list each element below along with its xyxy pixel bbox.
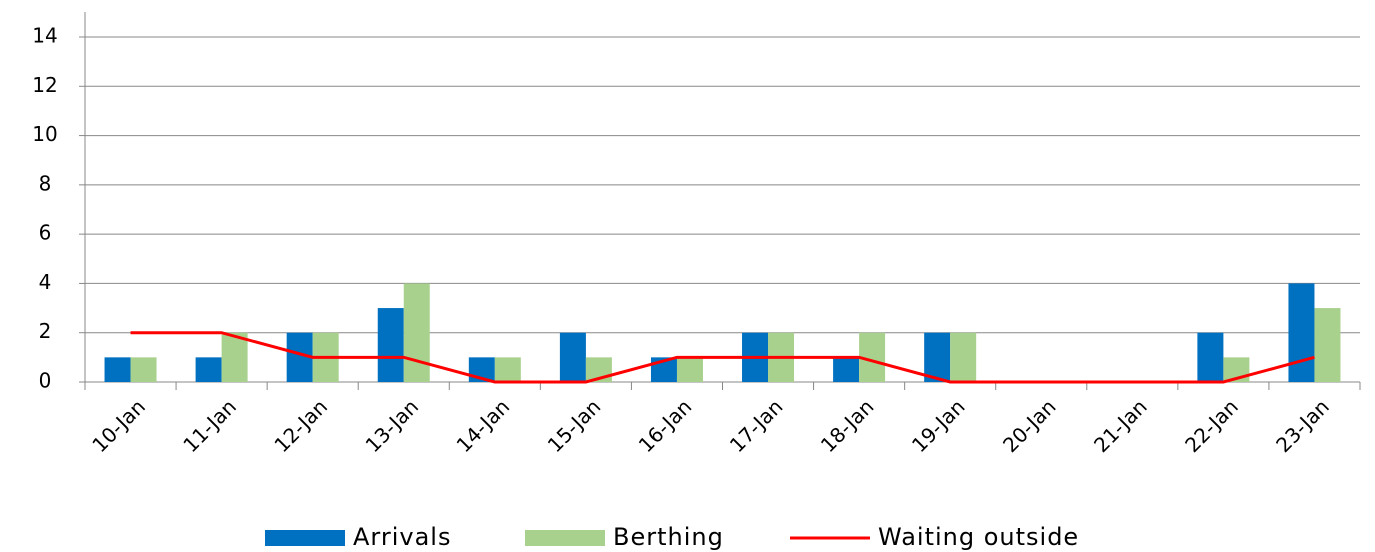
x-tick-label: 15-Jan: [543, 394, 606, 457]
x-tick-label: 13-Jan: [361, 394, 424, 457]
x-tick-label: 19-Jan: [907, 394, 970, 457]
y-tick-label: 8: [39, 171, 52, 195]
x-tick-label: 21-Jan: [1089, 394, 1152, 457]
x-tick-label: 18-Jan: [816, 394, 879, 457]
y-tick-label: 0: [39, 369, 52, 393]
bar: [950, 332, 977, 382]
x-tick-label: 22-Jan: [1180, 394, 1243, 457]
y-tick-label: 10: [32, 122, 57, 146]
legend-label: Arrivals: [353, 523, 451, 551]
line: [130, 331, 1315, 384]
x-tick-label: 20-Jan: [998, 394, 1061, 457]
bar: [403, 283, 430, 382]
x-tick-label: 23-Jan: [1271, 394, 1334, 457]
x-tick-label: 11-Jan: [178, 394, 241, 457]
bar: [494, 357, 521, 382]
bar: [104, 357, 131, 382]
bar: [377, 308, 404, 382]
bar: [1288, 283, 1315, 382]
bar: [130, 357, 157, 382]
y-tick-label: 4: [39, 270, 52, 294]
y-tick-label: 14: [32, 24, 57, 48]
bar: [559, 332, 586, 382]
bar: [195, 357, 222, 382]
y-tick-label: 2: [39, 319, 52, 343]
bar: [1197, 332, 1224, 382]
bar: [1314, 308, 1341, 382]
bar: [676, 357, 703, 382]
x-tick-label: 16-Jan: [634, 394, 697, 457]
y-tick-label: 12: [32, 73, 57, 97]
legend-swatch: [525, 530, 605, 546]
legend-swatch: [265, 530, 345, 546]
x-tick-label: 10-Jan: [87, 394, 150, 457]
bar: [833, 357, 860, 382]
x-tick-label: 17-Jan: [725, 394, 788, 457]
legend-label: Berthing: [613, 523, 724, 551]
x-tick-label: 12-Jan: [269, 394, 332, 457]
bar: [924, 332, 951, 382]
bar: [221, 332, 248, 382]
x-tick-label: 14-Jan: [452, 394, 515, 457]
legend-label: Waiting outside: [878, 523, 1079, 551]
y-tick-label: 6: [39, 221, 52, 245]
